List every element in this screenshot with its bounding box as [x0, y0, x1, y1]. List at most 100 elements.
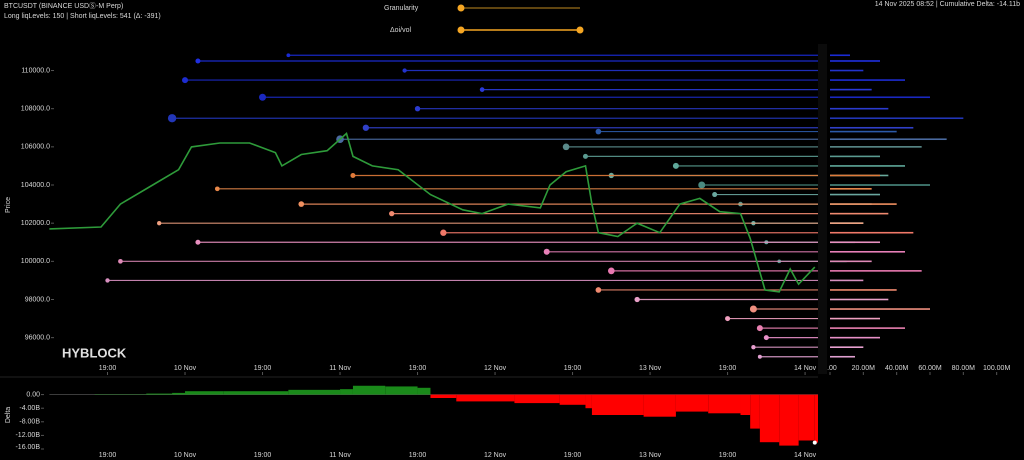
delta-x-tick-label: 19:00: [719, 452, 737, 459]
y-tick-label: 110000.0: [21, 67, 50, 74]
liq-size-bar: [830, 241, 880, 244]
liq-level-origin: [634, 296, 640, 303]
liq-size-bar: [830, 96, 930, 99]
liq-level-origin: [414, 106, 421, 112]
liq-level-origin: [195, 58, 201, 64]
oi-vol-knob-min[interactable]: [457, 26, 465, 34]
liq-level-origin: [440, 229, 447, 236]
granularity-label: Granularity: [384, 5, 419, 12]
liq-size-bar: [830, 231, 914, 234]
delta-bar: [223, 391, 289, 395]
oi-vol-label: Δoi/vol: [390, 27, 411, 34]
liq-size-bar: [830, 212, 889, 215]
delta-bar: [779, 394, 799, 446]
liq-size-bar: [830, 308, 930, 310]
liq-size-bar: [830, 336, 880, 339]
x-tick-label: 10 Nov: [174, 365, 197, 372]
liq-level-origin: [157, 221, 162, 226]
delta-tick-label: -4.00B: [19, 405, 40, 412]
delta-bar: [172, 392, 186, 395]
x-tick-label: 19:00: [99, 365, 117, 372]
delta-axis-title: Delta: [5, 407, 12, 423]
liq-size-bar: [830, 203, 897, 205]
delta-bar: [759, 394, 780, 443]
delta-x-tick-label: 19:00: [254, 452, 272, 459]
liq-size-bar: [830, 146, 922, 148]
y-tick-label: 98000.0: [25, 296, 50, 303]
liq-level-origin: [362, 124, 370, 131]
liq-level-origin: [118, 259, 123, 264]
delta-bar: [675, 394, 709, 412]
liq-level-origin: [350, 172, 356, 178]
liq-level-origin: [105, 278, 110, 283]
y-tick-label: 96000.0: [25, 334, 50, 341]
delta-bar: [559, 394, 586, 405]
liq-level-origin: [672, 162, 679, 169]
y-tick-label: 106000.0: [21, 144, 50, 151]
delta-bar: [417, 387, 431, 395]
liq-size-bar: [830, 107, 889, 110]
symbol: BTCUSDT (BINANCE USDⓈ-M Perp): [4, 2, 123, 10]
plot-layer: 96000.0 98000.0 100000.0 102000.0 104000.0 10…: [0, 53, 1010, 459]
delta-bar: [740, 394, 751, 415]
size-tick-label: 100.00M: [983, 365, 1010, 372]
delta-x-tick-label: 13 Nov: [639, 452, 662, 459]
delta-tick-label: -16.00B: [15, 444, 40, 451]
delta-tick-label: -12.00B: [15, 432, 40, 439]
delta-bar: [340, 389, 353, 395]
liq-level-origin: [182, 77, 189, 84]
liq-size-bar: [830, 317, 880, 320]
delta-tick-label: -8.00B: [19, 419, 40, 426]
x-tick-label: 11 Nov: [329, 365, 351, 372]
delta-x-tick-label: 19:00: [564, 452, 582, 459]
delta-bar: [814, 394, 818, 443]
status: 14 Nov 2025 08:52 | Cumulative Delta: -1…: [875, 1, 1020, 8]
liq-size-bar: [830, 69, 864, 72]
delta-bar: [750, 394, 760, 429]
liq-size-bar: [830, 327, 905, 329]
delta-bar: [352, 385, 386, 395]
liq-level-origin: [195, 239, 201, 245]
oi-vol-knob-max[interactable]: [576, 26, 584, 34]
delta-last: [812, 440, 817, 445]
liq-level-origin: [749, 305, 757, 313]
delta-bar: [430, 394, 457, 398]
liq-size-bar: [830, 298, 889, 301]
x-tick-label: 12 Nov: [484, 365, 507, 372]
liq-size-bar: [830, 130, 897, 133]
liq-size-bar: [830, 260, 872, 263]
liq-level-origin: [562, 143, 570, 151]
liq-level-origin: [214, 186, 220, 192]
price-line: [49, 132, 816, 293]
liq-level-origin: [751, 345, 756, 350]
liq-size-bar: [830, 155, 880, 158]
liq-size-bar: [830, 279, 864, 282]
liq-level-origin: [757, 354, 762, 359]
x-tick-label: 13 Nov: [639, 365, 662, 372]
liq-level-origin: [712, 192, 718, 198]
delta-bar: [643, 394, 676, 417]
watermark: HYBLOCK: [62, 345, 127, 360]
liq-level-origin: [756, 325, 763, 332]
delta-bar: [708, 394, 741, 414]
y-axis-title: Price: [5, 197, 12, 213]
x-tick-label: 14 Nov: [794, 365, 817, 372]
x-tick-label: 19:00: [254, 365, 272, 372]
liq-level-origin: [298, 201, 305, 207]
granularity-knob[interactable]: [457, 4, 465, 12]
delta-bar: [185, 391, 224, 395]
delta-x-tick-label: 12 Nov: [484, 452, 507, 459]
size-tick-label: 40.00M: [885, 365, 909, 372]
size-tick-label: 60.00M: [918, 365, 942, 372]
delta-bar: [385, 386, 418, 395]
liq-level-origin: [286, 53, 291, 58]
liq-size-bar: [830, 174, 880, 177]
liq-size-bar: [830, 184, 930, 186]
delta-x-tick-label: 14 Nov: [794, 452, 817, 459]
liq-level-origin: [543, 248, 550, 255]
liq-level-origin: [259, 93, 267, 101]
x-tick-label: 19:00: [719, 365, 737, 372]
liq-size-bar: [830, 346, 864, 348]
delta-x-tick-label: 11 Nov: [329, 452, 351, 459]
